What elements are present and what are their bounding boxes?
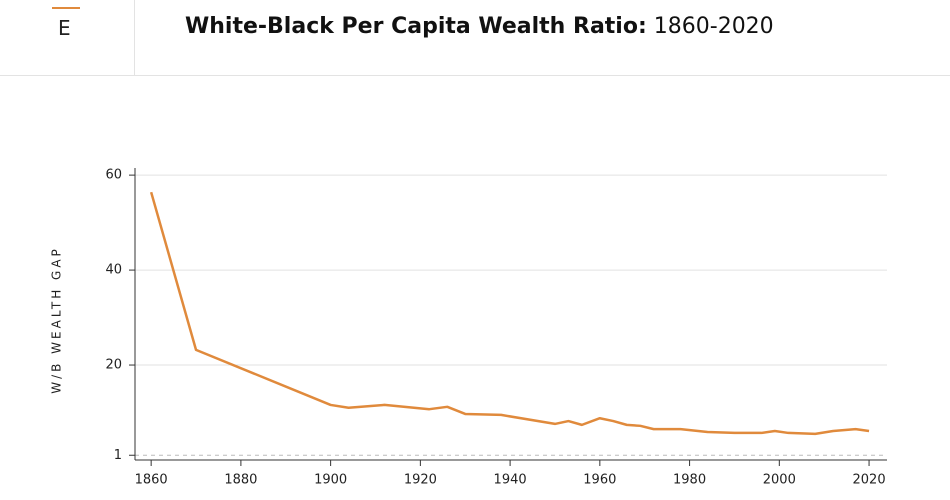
y-axis-label: W/B WEALTH GAP: [50, 246, 64, 394]
header: E White-Black Per Capita Wealth Ratio: 1…: [0, 0, 950, 76]
chart: W/B WEALTH GAP 1 20 40 60 1860 1880 1900 1920 19…: [50, 168, 887, 488]
nav-label[interactable]: E: [58, 16, 71, 40]
x-tick-label: 2000: [763, 473, 796, 488]
nav[interactable]: E: [0, 0, 135, 75]
x-tick-label: 1940: [494, 473, 527, 488]
y-tick-label: 40: [105, 263, 122, 278]
x-tick-label: 1880: [224, 473, 257, 488]
chart-title: White-Black Per Capita Wealth Ratio:: [185, 14, 647, 39]
x-tick-label: 1860: [135, 473, 168, 488]
x-tick-label: 1960: [583, 473, 616, 488]
x-tick-label: 1920: [404, 473, 437, 488]
data-line: [149, 191, 870, 436]
x-tick-label: 1900: [314, 473, 347, 488]
y-tick-label: 60: [105, 168, 122, 183]
y-tick-label: 20: [105, 358, 122, 373]
x-tick-label: 1980: [673, 473, 706, 488]
chart-subtitle: 1860-2020: [653, 14, 774, 39]
title-wrap: White-Black Per Capita Wealth Ratio: 186…: [185, 14, 774, 39]
y-tick-label: 1: [114, 448, 122, 463]
x-tick-label: 2020: [853, 473, 886, 488]
nav-indicator: [52, 7, 80, 9]
